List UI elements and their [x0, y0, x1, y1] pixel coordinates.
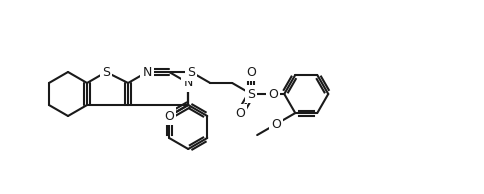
Text: S: S: [247, 87, 255, 100]
Text: S: S: [102, 66, 110, 79]
Text: O: O: [268, 87, 278, 100]
Text: O: O: [246, 66, 256, 79]
Text: O: O: [235, 107, 245, 120]
Text: O: O: [271, 118, 281, 131]
Text: N: N: [142, 66, 152, 79]
Text: S: S: [187, 66, 195, 79]
Text: N: N: [183, 76, 193, 89]
Text: O: O: [164, 109, 174, 122]
